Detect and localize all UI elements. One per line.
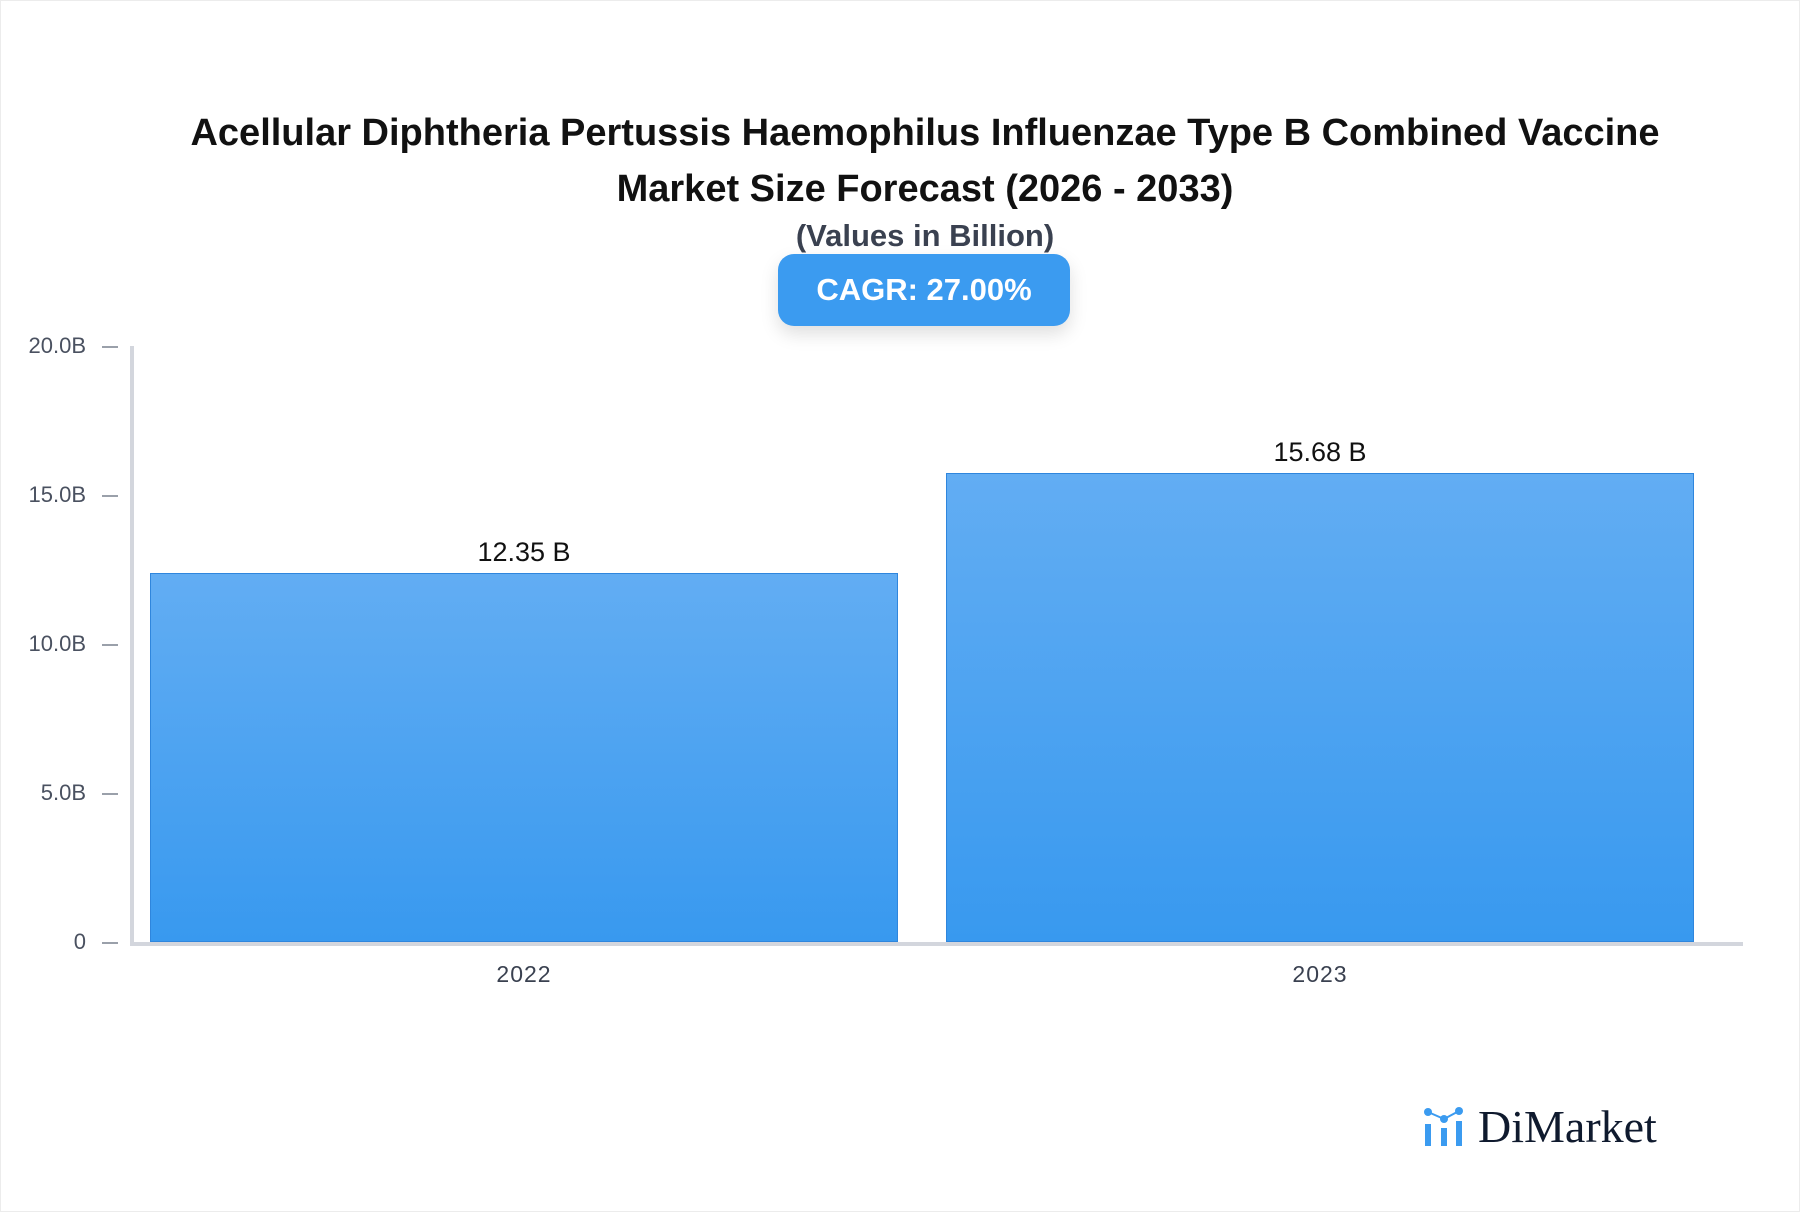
- x-tick-label: 2023: [1292, 961, 1348, 987]
- x-axis-line: [130, 942, 1743, 946]
- brand-name: DiMarket: [1478, 1101, 1657, 1152]
- cagr-badge: CAGR: 27.00%: [778, 254, 1070, 326]
- y-tick-label: 20.0B: [28, 333, 87, 358]
- brand-logo: DiMarket: [1424, 1100, 1657, 1153]
- y-tick-label: 15.0B: [28, 482, 87, 507]
- bar-value-label: 12.35 B: [477, 537, 571, 567]
- bar-2023[interactable]: [946, 473, 1694, 942]
- bar-chart-logo-icon: [1424, 1106, 1463, 1146]
- bar-2022[interactable]: [150, 573, 898, 942]
- chart-title-line2: Market Size Forecast (2026 - 2033): [616, 168, 1234, 210]
- x-tick-label: 2022: [496, 961, 552, 987]
- y-tick-mark: [102, 793, 118, 795]
- y-tick-label: 0: [73, 929, 86, 954]
- chart-title-line1: Acellular Diphtheria Pertussis Haemophil…: [190, 112, 1660, 154]
- y-tick-mark: [102, 942, 118, 944]
- y-tick-mark: [102, 644, 118, 646]
- y-tick-label: 10.0B: [28, 631, 87, 656]
- chart-subtitle: (Values in Billion): [795, 218, 1055, 253]
- bar-value-label: 15.68 B: [1273, 437, 1367, 467]
- y-axis-line: [130, 346, 134, 946]
- y-tick-mark: [102, 495, 118, 497]
- y-tick-label: 5.0B: [40, 780, 86, 805]
- y-tick-mark: [102, 346, 118, 348]
